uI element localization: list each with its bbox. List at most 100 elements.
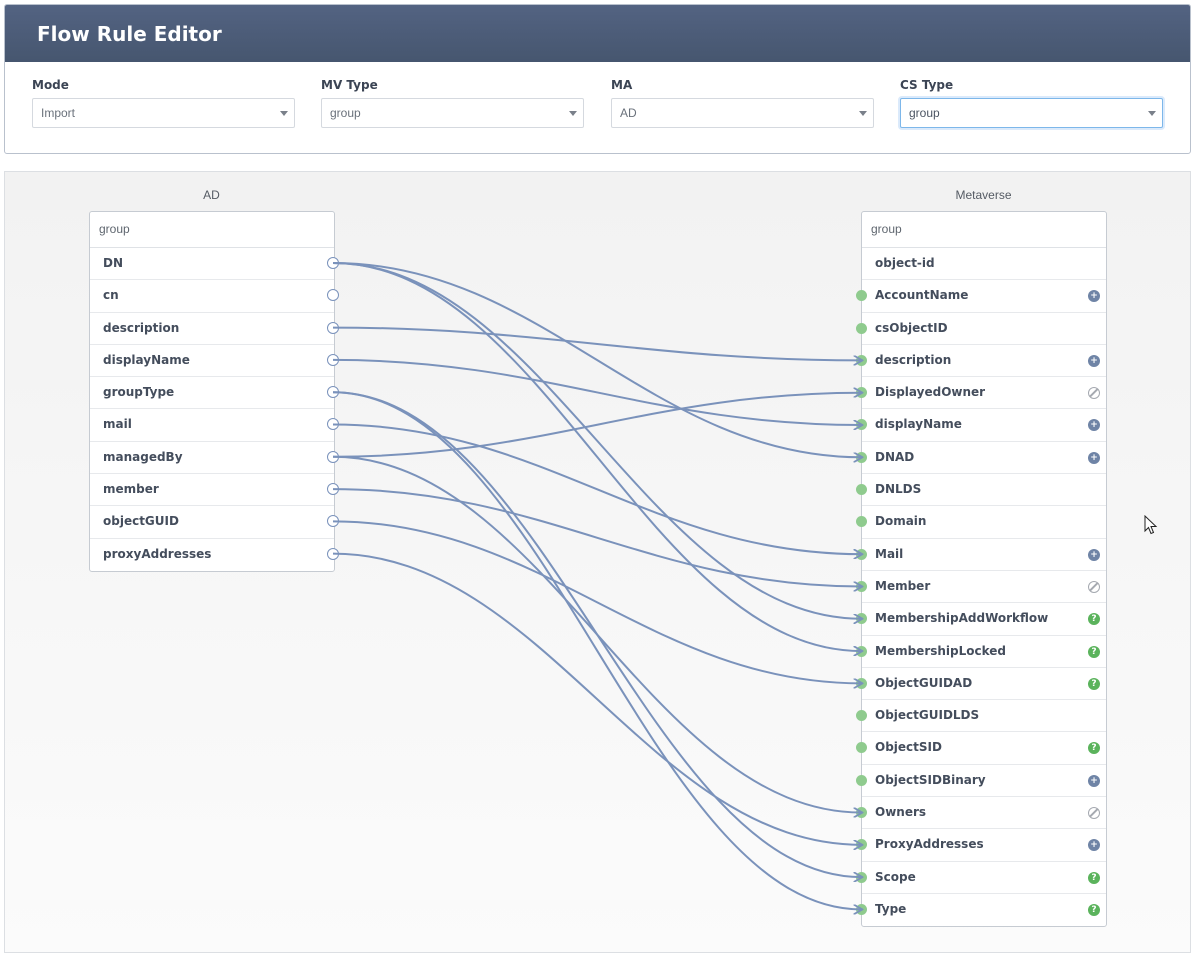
target-attribute-label: description — [875, 352, 952, 367]
input-port-icon[interactable] — [856, 613, 867, 625]
input-port-icon[interactable] — [856, 742, 867, 754]
source-attribute-row[interactable]: groupType — [90, 377, 339, 410]
plus-circle-icon[interactable]: + — [1088, 839, 1100, 852]
input-port-icon[interactable] — [856, 774, 867, 786]
output-port-icon[interactable] — [327, 547, 339, 560]
output-port-icon[interactable] — [327, 386, 339, 399]
target-attribute-row[interactable]: ObjectSID? — [856, 732, 1106, 765]
target-attribute-row[interactable]: DNLDS — [856, 474, 1106, 507]
plus-circle-icon[interactable]: + — [1088, 548, 1100, 561]
plus-circle-icon[interactable]: + — [1088, 354, 1100, 367]
target-attribute-row[interactable]: MembershipLocked? — [856, 636, 1106, 668]
target-attribute-row[interactable]: Member — [856, 571, 1106, 604]
target-title: Metaverse — [955, 188, 1012, 202]
input-port-icon[interactable] — [856, 807, 867, 819]
ban-icon[interactable] — [1088, 387, 1100, 400]
target-attribute-label: ObjectSIDBinary — [875, 772, 986, 787]
input-port-icon[interactable] — [856, 322, 867, 334]
ban-icon[interactable] — [1088, 580, 1100, 593]
output-port-icon[interactable] — [327, 321, 339, 334]
source-attribute-row[interactable]: cn — [90, 280, 339, 313]
target-attribute-label: ObjectGUIDLDS — [875, 708, 980, 723]
input-port-icon[interactable] — [856, 903, 867, 915]
input-port-icon[interactable] — [856, 871, 867, 883]
target-attribute-row[interactable]: ObjectGUIDLDS — [856, 700, 1106, 733]
input-port-icon[interactable] — [856, 387, 867, 399]
target-attribute-row[interactable]: Scope? — [856, 862, 1106, 894]
help-circle-icon[interactable]: ? — [1088, 613, 1100, 626]
output-port-icon[interactable] — [327, 353, 339, 366]
source-attribute-label: displayName — [103, 352, 190, 367]
source-attribute-row[interactable]: objectGUID — [90, 506, 339, 539]
target-attribute-label: displayName — [875, 417, 962, 432]
ban-icon[interactable] — [1088, 807, 1100, 820]
source-attribute-row[interactable]: member — [90, 474, 339, 507]
output-port-icon[interactable] — [327, 450, 339, 463]
input-port-icon[interactable] — [856, 419, 867, 431]
input-port-icon[interactable] — [856, 645, 867, 657]
plus-circle-icon[interactable]: + — [1088, 774, 1100, 787]
source-attribute-row[interactable]: mail — [90, 409, 339, 442]
plus-circle-icon[interactable]: + — [1088, 419, 1100, 432]
source-attribute-label: cn — [103, 288, 119, 303]
ma-select[interactable]: AD — [611, 98, 874, 128]
target-attribute-row[interactable]: Domain — [856, 506, 1106, 539]
source-attribute-label: description — [103, 320, 180, 335]
target-attribute-row[interactable]: displayName + — [856, 409, 1106, 442]
ma-label: MA — [611, 78, 633, 92]
target-attribute-label: Domain — [875, 514, 927, 529]
source-attribute-row[interactable]: managedBy — [90, 442, 339, 475]
cs-type-select[interactable]: group — [900, 98, 1163, 128]
source-attribute-row[interactable]: DN — [90, 248, 339, 281]
input-port-icon[interactable] — [856, 451, 867, 463]
mode-select[interactable]: Import — [32, 98, 295, 128]
help-circle-icon[interactable]: ? — [1088, 677, 1100, 690]
input-port-icon[interactable] — [856, 484, 867, 496]
target-attribute-row[interactable]: csObjectID — [856, 313, 1106, 345]
input-port-icon[interactable] — [856, 677, 867, 689]
target-attribute-label: Type — [875, 901, 907, 916]
source-object-type: group — [90, 212, 334, 248]
input-port-icon[interactable] — [856, 548, 867, 560]
source-attribute-row[interactable]: proxyAddresses — [90, 539, 339, 571]
output-port-icon[interactable] — [327, 418, 339, 431]
target-attribute-row[interactable]: Type? — [856, 894, 1106, 926]
target-attribute-row[interactable]: ObjectGUIDAD? — [856, 668, 1106, 701]
source-attribute-label: DN — [103, 256, 124, 270]
help-circle-icon[interactable]: ? — [1088, 645, 1100, 658]
target-attribute-row[interactable]: DisplayedOwner — [856, 377, 1106, 410]
target-attribute-label: Mail — [875, 546, 904, 561]
input-port-icon[interactable] — [856, 354, 867, 366]
output-port-icon[interactable] — [327, 289, 339, 302]
help-circle-icon[interactable]: ? — [1088, 871, 1100, 884]
input-port-icon[interactable] — [856, 839, 867, 851]
target-attribute-row[interactable]: Owners — [856, 797, 1106, 830]
output-port-icon[interactable] — [327, 257, 339, 269]
target-attribute-row[interactable]: ObjectSIDBinary + — [856, 765, 1106, 798]
page-header: Flow Rule Editor — [5, 5, 1190, 62]
output-port-icon[interactable] — [327, 515, 339, 528]
target-attribute-row[interactable]: AccountName + — [856, 280, 1106, 313]
input-port-icon[interactable] — [856, 290, 867, 302]
output-port-icon[interactable] — [327, 483, 339, 496]
target-attribute-row[interactable]: object-id — [862, 248, 1106, 281]
cs-type-label: CS Type — [900, 78, 954, 92]
input-port-icon[interactable] — [856, 580, 867, 592]
target-attribute-row[interactable]: ProxyAddresses + — [856, 829, 1106, 862]
source-attribute-label: member — [103, 482, 159, 497]
source-attribute-row[interactable]: displayName — [90, 345, 339, 378]
help-circle-icon[interactable]: ? — [1088, 742, 1100, 755]
input-port-icon[interactable] — [856, 710, 867, 722]
help-circle-icon[interactable]: ? — [1088, 903, 1100, 916]
plus-circle-icon[interactable]: + — [1088, 451, 1100, 464]
source-attribute-row[interactable]: description — [90, 313, 339, 345]
target-attribute-row[interactable]: Mail + — [856, 539, 1106, 571]
target-attribute-row[interactable]: description + — [856, 345, 1106, 378]
target-attribute-row[interactable]: DNAD + — [856, 442, 1106, 475]
mv-type-select[interactable]: group — [321, 98, 584, 128]
target-attribute-row[interactable]: MembershipAddWorkflow? — [856, 603, 1106, 636]
mapping-canvas: AD Metaverse group DN cn description displa… — [4, 171, 1191, 953]
target-attribute-label: DNAD — [875, 449, 915, 464]
plus-circle-icon[interactable]: + — [1088, 290, 1100, 303]
input-port-icon[interactable] — [856, 516, 867, 528]
